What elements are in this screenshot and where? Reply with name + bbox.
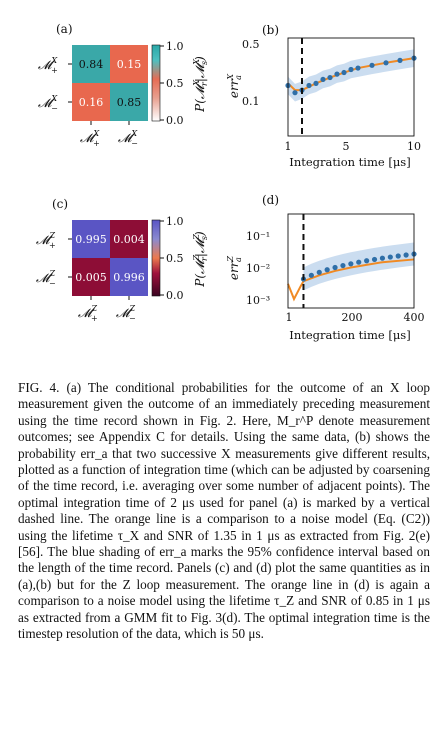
caption-label: FIG. 4.	[18, 380, 60, 395]
heatmap-a-value-01: 0.15	[117, 58, 142, 71]
panel-b-label: (b)	[262, 23, 279, 37]
colorbar-c-tick-1: 1.0	[166, 215, 184, 228]
colorbar-a-tick-05: 0.5	[166, 77, 184, 90]
plot-b-ylabel: errXa	[226, 74, 243, 99]
plot-b-data-point	[306, 82, 312, 89]
plot-d-model-curve	[287, 258, 415, 302]
plot-d-data-point	[308, 272, 314, 278]
plot-d-data-point	[316, 269, 322, 275]
heatmap-c-value-00: 0.995	[75, 233, 107, 246]
colorbar-c-tick-0: 0.0	[166, 289, 184, 302]
heatmap-c-col-label-plus: 𝓜Z +	[78, 304, 98, 323]
plot-b-data-point	[292, 90, 298, 96]
heatmap-a-col-label-minus: 𝓜X −	[118, 129, 138, 148]
plot-b-xlabel: Integration time [μs]	[289, 155, 410, 169]
panel-b: (b) 0.5 0.1 1 5 10 Integration time [μs]…	[226, 23, 421, 169]
plot-d	[287, 213, 417, 309]
panel-c: (c) 0.995 0.004 0.005 0.996 𝓜Z + 𝓜Z − 𝓜Z + …	[36, 197, 209, 323]
plot-b-data-point	[348, 66, 354, 73]
plot-d-data-point	[324, 267, 330, 273]
colorbar-c-tick-05: 0.5	[166, 252, 184, 265]
plot-d-data-point	[356, 259, 362, 265]
plot-b-data-point	[355, 65, 361, 71]
plot-d-data-point	[340, 262, 346, 269]
plot-b-xtick-5: 5	[343, 140, 350, 153]
plot-b-data-point	[334, 71, 340, 77]
plot-d-data-point	[379, 255, 386, 261]
heatmap-c-value-10: 0.005	[75, 271, 107, 284]
colorbar-a	[151, 44, 161, 122]
plot-b-data-point	[369, 62, 375, 68]
heatmap-a-cell-00	[72, 45, 110, 83]
plot-d-ytick-1e-2: 10⁻²	[246, 262, 270, 275]
heatmap-c-value-01: 0.004	[113, 233, 145, 246]
heatmap-a-row-label-minus: 𝓜X −	[38, 94, 58, 113]
plot-b-xtick-10: 10	[407, 140, 421, 153]
plot-d-xtick-400: 400	[404, 311, 425, 324]
heatmap-a-value-10: 0.16	[79, 96, 104, 109]
plot-b-data-point	[327, 74, 333, 81]
heatmap-a-cell-01	[110, 45, 148, 83]
heatmap-a-value-11: 0.85	[117, 96, 142, 109]
heatmap-a-cell-11	[110, 83, 148, 121]
plot-d-ylabel: errZa	[226, 255, 243, 280]
heatmap-a-value-00: 0.84	[79, 58, 104, 71]
heatmap-c-cell-00	[72, 220, 110, 258]
colorbar-a-tick-1: 1.0	[166, 40, 184, 53]
heatmap-c-value-11: 0.996	[113, 271, 145, 284]
panel-c-label: (c)	[52, 197, 68, 211]
heatmap-c-row-label-minus: 𝓜Z −	[36, 269, 56, 288]
colorbar-c	[151, 219, 161, 297]
panel-d: (d) 10⁻¹ 10⁻² 10⁻³ 1 200 400 Integration…	[226, 193, 425, 342]
plot-d-ytick-1e-1: 10⁻¹	[246, 230, 270, 243]
heatmap-a-cell-10	[72, 83, 110, 121]
plot-b-xtick-1: 1	[285, 140, 292, 153]
plot-d-data-point	[395, 253, 401, 259]
plot-b-data-point	[313, 80, 319, 86]
panel-a-label: (a)	[56, 22, 73, 36]
plot-d-data-point	[403, 252, 409, 258]
plot-d-axes-frame	[287, 213, 415, 309]
plot-b-ytick-01: 0.1	[242, 95, 260, 108]
heatmap-c-col-label-minus: 𝓜Z −	[116, 304, 136, 323]
plot-b-confidence-band	[288, 49, 414, 102]
panel-a: (a) 0.84 0.15 0.16 0.85 𝓜X + 𝓜X − 𝓜X + 𝓜X − …	[38, 22, 209, 148]
plot-d-data-point	[348, 261, 354, 267]
heatmap-a-row-label-plus: 𝓜X +	[38, 56, 58, 75]
plot-b-data-point	[383, 60, 389, 66]
plot-b-ytick-05: 0.5	[242, 38, 260, 51]
figure: (a) 0.84 0.15 0.16 0.85 𝓜X + 𝓜X − 𝓜X + 𝓜X − …	[36, 22, 425, 342]
plot-d-data-point	[371, 256, 378, 263]
colorbar-c-label: P(𝓜Zr|𝓜Zs)	[192, 231, 209, 288]
heatmap-c-cell-01	[110, 220, 148, 258]
plot-b-data-point	[397, 57, 403, 64]
plot-d-data-point	[332, 264, 338, 271]
heatmap-c-cell-11	[110, 258, 148, 296]
plot-d-xlabel: Integration time [μs]	[289, 328, 410, 342]
heatmap-c-cell-10	[72, 258, 110, 296]
plot-d-ytick-1e-3: 10⁻³	[246, 294, 270, 307]
heatmap-c-row-label-plus: 𝓜Z +	[36, 231, 56, 250]
figure-caption: FIG. 4. (a) The conditional probabilitie…	[18, 380, 430, 643]
plot-b-data-point	[341, 69, 347, 76]
plot-d-xtick-200: 200	[342, 311, 363, 324]
plot-b-data-point	[320, 76, 326, 83]
colorbar-a-tick-0: 0.0	[166, 114, 184, 127]
plot-b	[285, 37, 417, 137]
plot-d-xtick-1: 1	[286, 311, 293, 324]
plot-b-axes-frame	[287, 37, 415, 137]
colorbar-a-label: P(𝓜Xr|𝓜Xs)	[192, 56, 209, 113]
panel-d-label: (d)	[262, 193, 279, 207]
heatmap-a-col-label-plus: 𝓜X +	[80, 129, 100, 148]
plot-d-data-point	[387, 254, 393, 260]
plot-d-data-point	[364, 258, 370, 264]
caption-text: (a) The conditional probabilities for th…	[18, 380, 431, 642]
